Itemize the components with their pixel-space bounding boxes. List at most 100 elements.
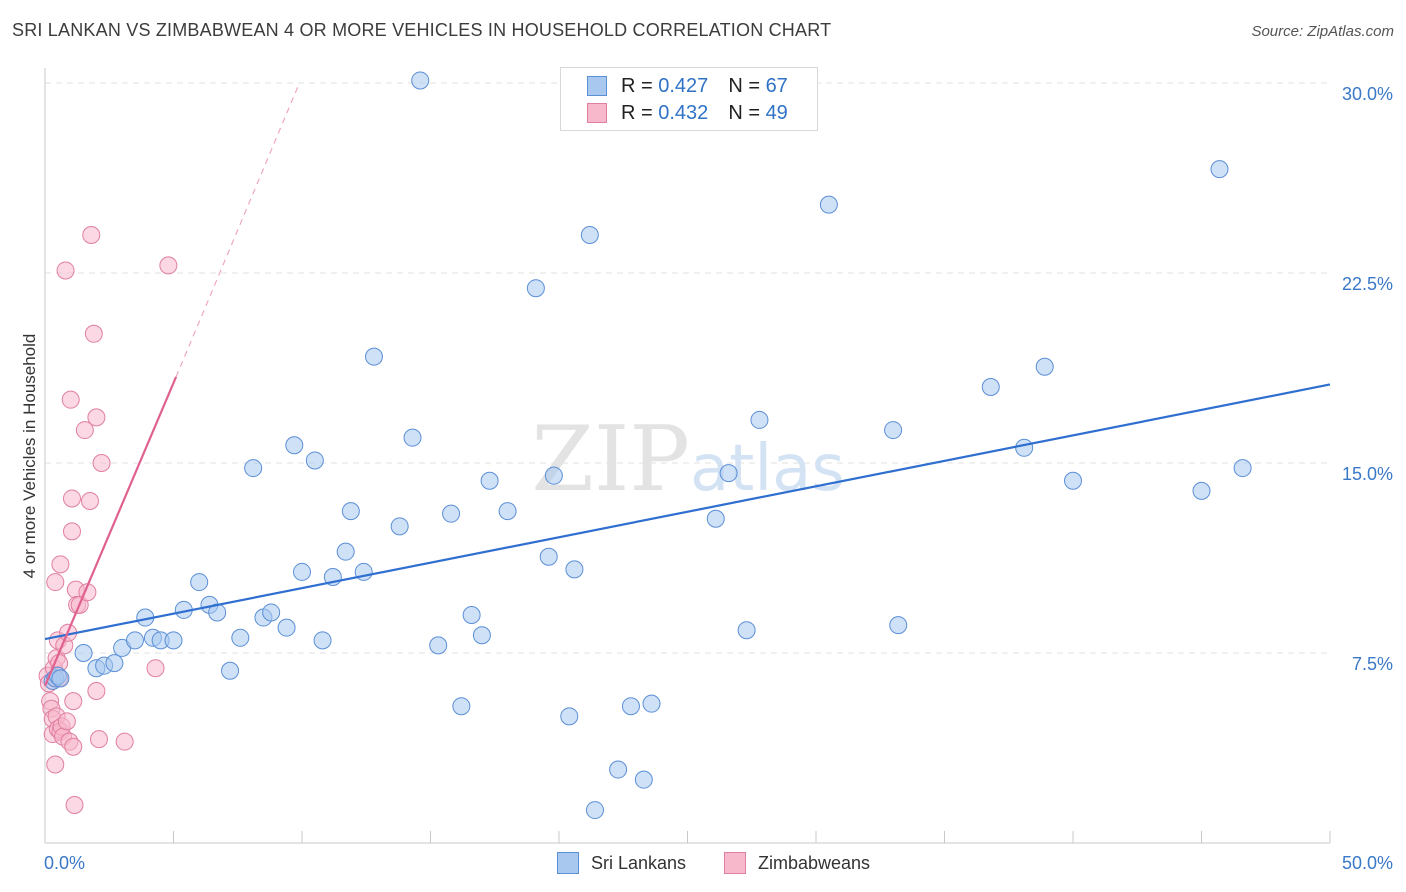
point-sri-lankan: [1192, 481, 1211, 500]
point-sri-lankan: [313, 631, 332, 650]
point-zimbabwean: [146, 659, 165, 678]
point-sri-lankan: [164, 631, 183, 650]
legend-n-label: N =: [728, 101, 760, 124]
point-sri-lankan: [341, 502, 360, 521]
point-sri-lankan: [544, 466, 563, 485]
watermark-atlas: atlas: [690, 432, 845, 506]
point-zimbabwean: [75, 421, 94, 440]
legend-r-label: R =: [621, 101, 653, 124]
correlation-legend: R = 0.427 N = 67 R = 0.432 N = 49: [560, 67, 818, 131]
x-tick-min: 0.0%: [44, 853, 85, 873]
point-sri-lankan: [565, 560, 584, 579]
point-zimbabwean: [87, 408, 106, 427]
point-sri-lankan: [719, 464, 738, 483]
bottom-legend-label: Sri Lankans: [591, 852, 687, 873]
y-tick-label: 7.5%: [1352, 654, 1393, 674]
point-zimbabwean: [80, 492, 99, 510]
point-sri-lankan: [981, 378, 1000, 396]
point-sri-lankan: [1064, 471, 1082, 490]
point-sri-lankan: [737, 621, 756, 640]
point-sri-lankan: [364, 347, 383, 366]
point-zimbabwean: [87, 682, 106, 700]
point-sri-lankan: [580, 226, 599, 244]
point-zimbabwean: [56, 261, 75, 280]
point-sri-lankan: [884, 421, 903, 440]
legend-r-label: R =: [621, 74, 653, 97]
point-sri-lankan: [560, 707, 579, 726]
point-zimbabwean: [62, 489, 81, 508]
point-zimbabwean: [92, 454, 111, 472]
gridlines: [45, 82, 1330, 654]
point-sri-lankan: [462, 606, 481, 624]
point-sri-lankan: [221, 661, 240, 680]
point-sri-lankan: [285, 436, 304, 455]
trend-line-sri-lankans: [44, 383, 1331, 641]
legend-r-value: 0.427: [658, 74, 709, 97]
point-sri-lankan: [1015, 438, 1034, 457]
point-sri-lankan: [819, 195, 838, 214]
point-zimbabwean: [65, 796, 84, 814]
point-sri-lankan: [889, 616, 908, 635]
point-sri-lankan: [498, 502, 517, 521]
point-zimbabwean: [64, 692, 83, 711]
x-tick-max: 50.0%: [1342, 853, 1393, 873]
point-sri-lankan: [244, 459, 263, 478]
chart-title: SRI LANKAN VS ZIMBABWEAN 4 OR MORE VEHIC…: [12, 20, 832, 40]
point-sri-lankan: [539, 547, 558, 566]
point-sri-lankan: [1035, 357, 1054, 376]
trend-line-zimbabweans-extrapolated: [175, 82, 300, 378]
point-sri-lankan: [411, 71, 430, 90]
point-sri-lankan: [706, 509, 725, 528]
point-sri-lankan: [51, 669, 70, 688]
point-sri-lankan: [1210, 160, 1229, 179]
y-tick-label: 30.0%: [1342, 84, 1393, 104]
trend-lines: [43, 82, 1331, 687]
legend-n-value: 49: [765, 101, 788, 124]
y-tick-label: 22.5%: [1342, 274, 1393, 294]
series-zimbabweans: [38, 226, 178, 814]
bottom-legend-zimbabweans: Zimbabweans: [724, 852, 870, 874]
point-zimbabwean: [82, 226, 101, 244]
point-sri-lankan: [480, 471, 499, 490]
point-sri-lankan: [750, 410, 769, 429]
point-sri-lankan: [336, 542, 355, 561]
legend-swatch-blue: [587, 76, 607, 96]
point-sri-lankan: [74, 644, 93, 662]
legend-n-value: 67: [765, 74, 788, 97]
watermark-zip: ZIP: [531, 407, 690, 512]
point-sri-lankan: [277, 618, 296, 637]
y-tick-labels: 7.5% 15.0% 22.5% 30.0%: [1342, 84, 1393, 674]
legend-row-zimbabweans: R = 0.432 N = 49: [587, 101, 788, 125]
point-sri-lankan: [642, 694, 661, 713]
point-sri-lankan: [305, 451, 324, 470]
point-zimbabwean: [84, 324, 103, 343]
point-sri-lankan: [621, 697, 640, 716]
point-sri-lankan: [403, 428, 422, 447]
point-sri-lankan: [125, 631, 144, 650]
legend-row-sri-lankans: R = 0.427 N = 67: [587, 74, 788, 98]
point-sri-lankan: [262, 603, 281, 622]
point-sri-lankan: [609, 760, 628, 779]
source-label: Source: ZipAtlas.com: [1251, 23, 1394, 40]
point-sri-lankan: [634, 770, 653, 789]
trend-line-zimbabweans: [43, 376, 178, 687]
point-sri-lankan: [105, 654, 124, 673]
point-zimbabwean: [159, 256, 178, 275]
point-zimbabwean: [57, 712, 76, 731]
point-zimbabwean: [51, 555, 70, 574]
point-zimbabwean: [46, 573, 65, 592]
point-sri-lankan: [293, 562, 311, 581]
point-zimbabwean: [64, 737, 83, 756]
point-zimbabwean: [61, 390, 80, 409]
bottom-legend-swatch-blue: [557, 852, 579, 874]
legend-swatch-pink: [587, 103, 607, 123]
bottom-legend-sri-lankans: Sri Lankans: [557, 852, 686, 874]
legend-r-value: 0.432: [658, 101, 709, 124]
point-sri-lankan: [190, 573, 209, 592]
bottom-legend-label: Zimbabweans: [758, 852, 871, 873]
series-sri-lankans: [43, 71, 1252, 820]
point-sri-lankan: [442, 504, 461, 523]
point-sri-lankan: [452, 697, 471, 716]
point-zimbabwean: [62, 522, 81, 541]
